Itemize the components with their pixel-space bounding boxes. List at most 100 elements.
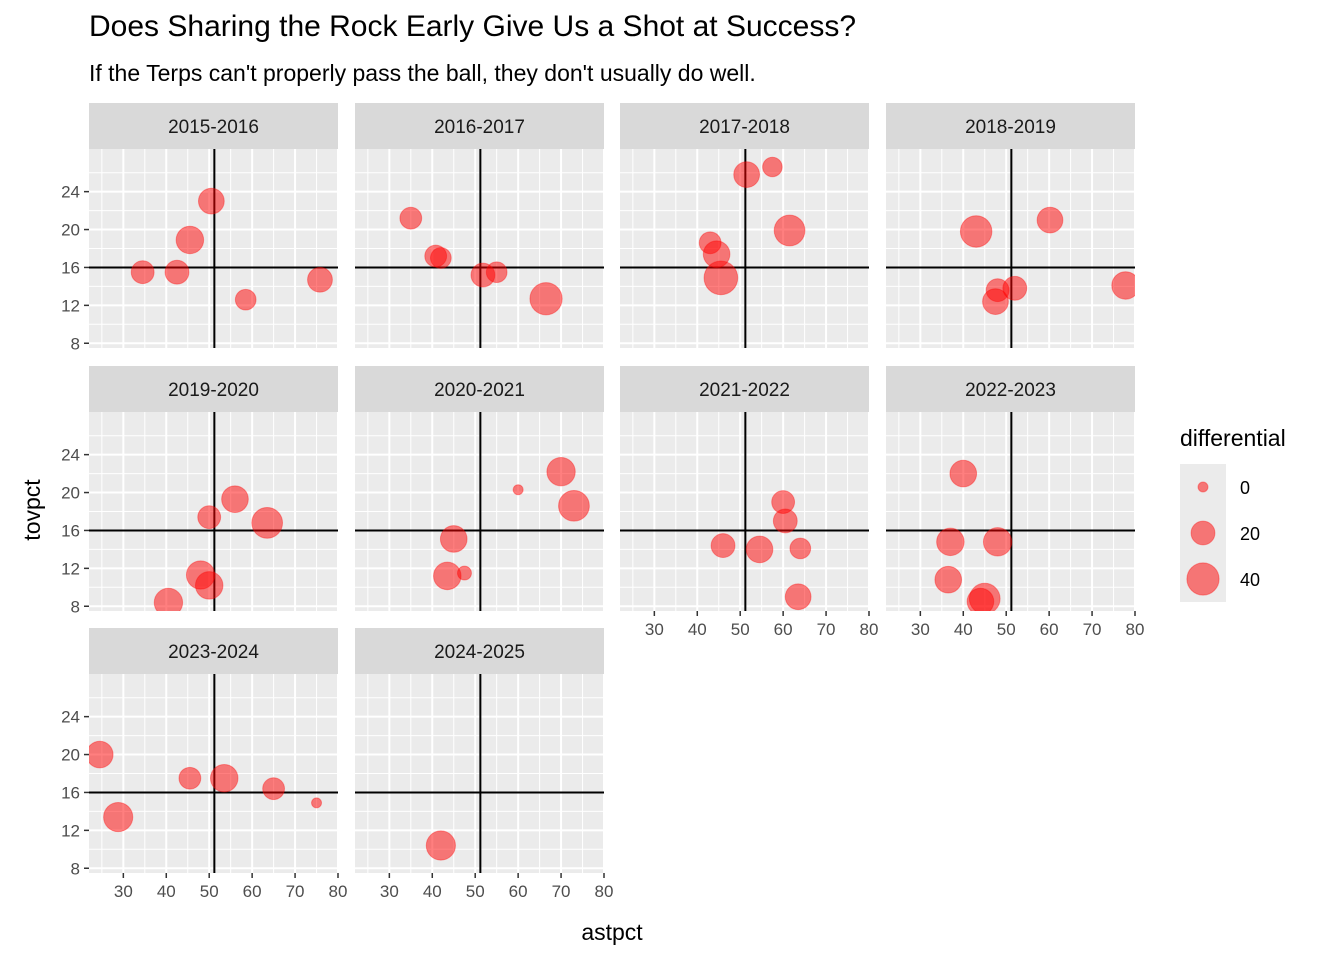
- x-tick-label: 50: [200, 882, 219, 901]
- chart-subtitle: If the Terps can't properly pass the bal…: [89, 60, 756, 86]
- data-point: [1002, 275, 1028, 301]
- y-tick-label: 16: [61, 783, 80, 802]
- y-tick-label: 16: [61, 521, 80, 540]
- data-point: [89, 740, 114, 769]
- legend-key-point: [1186, 562, 1220, 596]
- data-point: [745, 535, 774, 564]
- legend-key-label: 40: [1240, 570, 1260, 590]
- x-tick-label: 80: [595, 882, 614, 901]
- data-point: [512, 484, 524, 496]
- data-point: [773, 214, 806, 247]
- x-tick-label: 70: [286, 882, 305, 901]
- data-point: [457, 565, 472, 581]
- data-point: [234, 288, 257, 311]
- facet-strip: [886, 103, 1135, 149]
- data-point: [529, 282, 563, 316]
- x-tick-label: 70: [817, 620, 836, 639]
- facet-strip-label: 2018-2019: [965, 117, 1056, 138]
- x-tick-label: 50: [731, 620, 750, 639]
- data-point: [558, 489, 590, 522]
- x-tick-label: 40: [157, 882, 176, 901]
- facet-strip-label: 2023-2024: [168, 642, 259, 663]
- facet-strip: [355, 366, 604, 412]
- facet-strip: [89, 103, 338, 149]
- data-point: [153, 587, 184, 611]
- facet-panel-2021-2022: 2021-2022 30 40 50 60 70 80: [620, 366, 878, 639]
- data-point: [772, 508, 798, 534]
- data-point: [762, 156, 783, 178]
- data-point: [959, 215, 993, 248]
- x-tick-label: 70: [1083, 620, 1102, 639]
- y-tick-label: 16: [61, 258, 80, 277]
- facet-strip-label: 2015-2016: [168, 117, 259, 138]
- data-point: [789, 537, 812, 560]
- data-point: [936, 527, 965, 557]
- y-tick-label: 24: [61, 708, 80, 727]
- x-tick-label: 30: [380, 882, 399, 901]
- data-point: [311, 797, 323, 809]
- data-point: [221, 485, 249, 514]
- data-point: [430, 247, 452, 269]
- chart-title: Does Sharing the Rock Early Give Us a Sh…: [89, 10, 857, 43]
- data-point: [194, 571, 224, 600]
- points-group: [89, 740, 323, 833]
- facet-strip-label: 2019-2020: [168, 380, 259, 401]
- points-group: [698, 156, 806, 296]
- legend-title: differential: [1180, 425, 1286, 451]
- y-tick-label: 8: [71, 859, 80, 878]
- data-point: [934, 565, 963, 594]
- facet-strip-label: 2024-2025: [434, 642, 525, 663]
- data-point: [784, 583, 812, 611]
- legend-key-label: 20: [1240, 524, 1260, 544]
- facet-panel-2017-2018: 2017-2018: [620, 103, 870, 348]
- facet-panel-2023-2024: 2023-2024 8 12 16 20 24 30 40 50 60 70 80: [61, 628, 347, 901]
- x-axis-label: astpct: [581, 919, 643, 945]
- x-tick-label: 30: [645, 620, 664, 639]
- points-group: [433, 457, 590, 591]
- x-tick-label: 80: [1126, 620, 1145, 639]
- facet-strip-label: 2017-2018: [699, 117, 790, 138]
- x-tick-label: 40: [954, 620, 973, 639]
- legend-key-label: 0: [1240, 478, 1250, 498]
- data-point: [703, 260, 739, 296]
- legend-key-point: [1197, 481, 1209, 493]
- points-group: [153, 485, 284, 611]
- data-point: [982, 527, 1013, 557]
- data-point: [1036, 206, 1064, 234]
- y-tick-label: 24: [61, 183, 80, 202]
- facet-panel-2016-2017: 2016-2017: [355, 103, 605, 348]
- x-tick-label: 50: [997, 620, 1016, 639]
- data-point: [982, 288, 1009, 315]
- x-tick-label: 60: [243, 882, 262, 901]
- points-group: [959, 206, 1135, 315]
- data-point: [949, 459, 978, 488]
- facet-strip: [355, 103, 604, 149]
- facet-panel-2019-2020: 2019-2020 8 12 16 20 24: [61, 366, 339, 616]
- data-point: [710, 533, 736, 559]
- data-point: [130, 260, 155, 285]
- y-tick-label: 12: [61, 296, 80, 315]
- data-point: [433, 561, 462, 591]
- data-point: [164, 259, 190, 285]
- x-tick-label: 30: [114, 882, 133, 901]
- y-tick-label: 8: [71, 334, 80, 353]
- x-tick-label: 60: [774, 620, 793, 639]
- legend-key-point: [1190, 520, 1216, 546]
- x-tick-label: 70: [552, 882, 571, 901]
- data-point: [197, 505, 222, 530]
- data-point: [262, 777, 286, 801]
- facet-strip: [620, 366, 869, 412]
- facet-strip: [355, 628, 604, 674]
- y-axis-label: tovpct: [19, 479, 45, 541]
- x-tick-label: 40: [423, 882, 442, 901]
- data-point: [1111, 271, 1135, 300]
- facet-panel-2015-2016: 2015-2016 8 12 16 20 24: [61, 103, 339, 353]
- data-point: [251, 507, 284, 539]
- facet-strip: [620, 103, 869, 149]
- y-tick-label: 8: [71, 597, 80, 616]
- data-point: [197, 187, 225, 215]
- y-tick-label: 20: [61, 221, 80, 240]
- facet-strip-label: 2016-2017: [434, 117, 525, 138]
- points-group: [130, 187, 333, 311]
- data-point: [103, 802, 134, 833]
